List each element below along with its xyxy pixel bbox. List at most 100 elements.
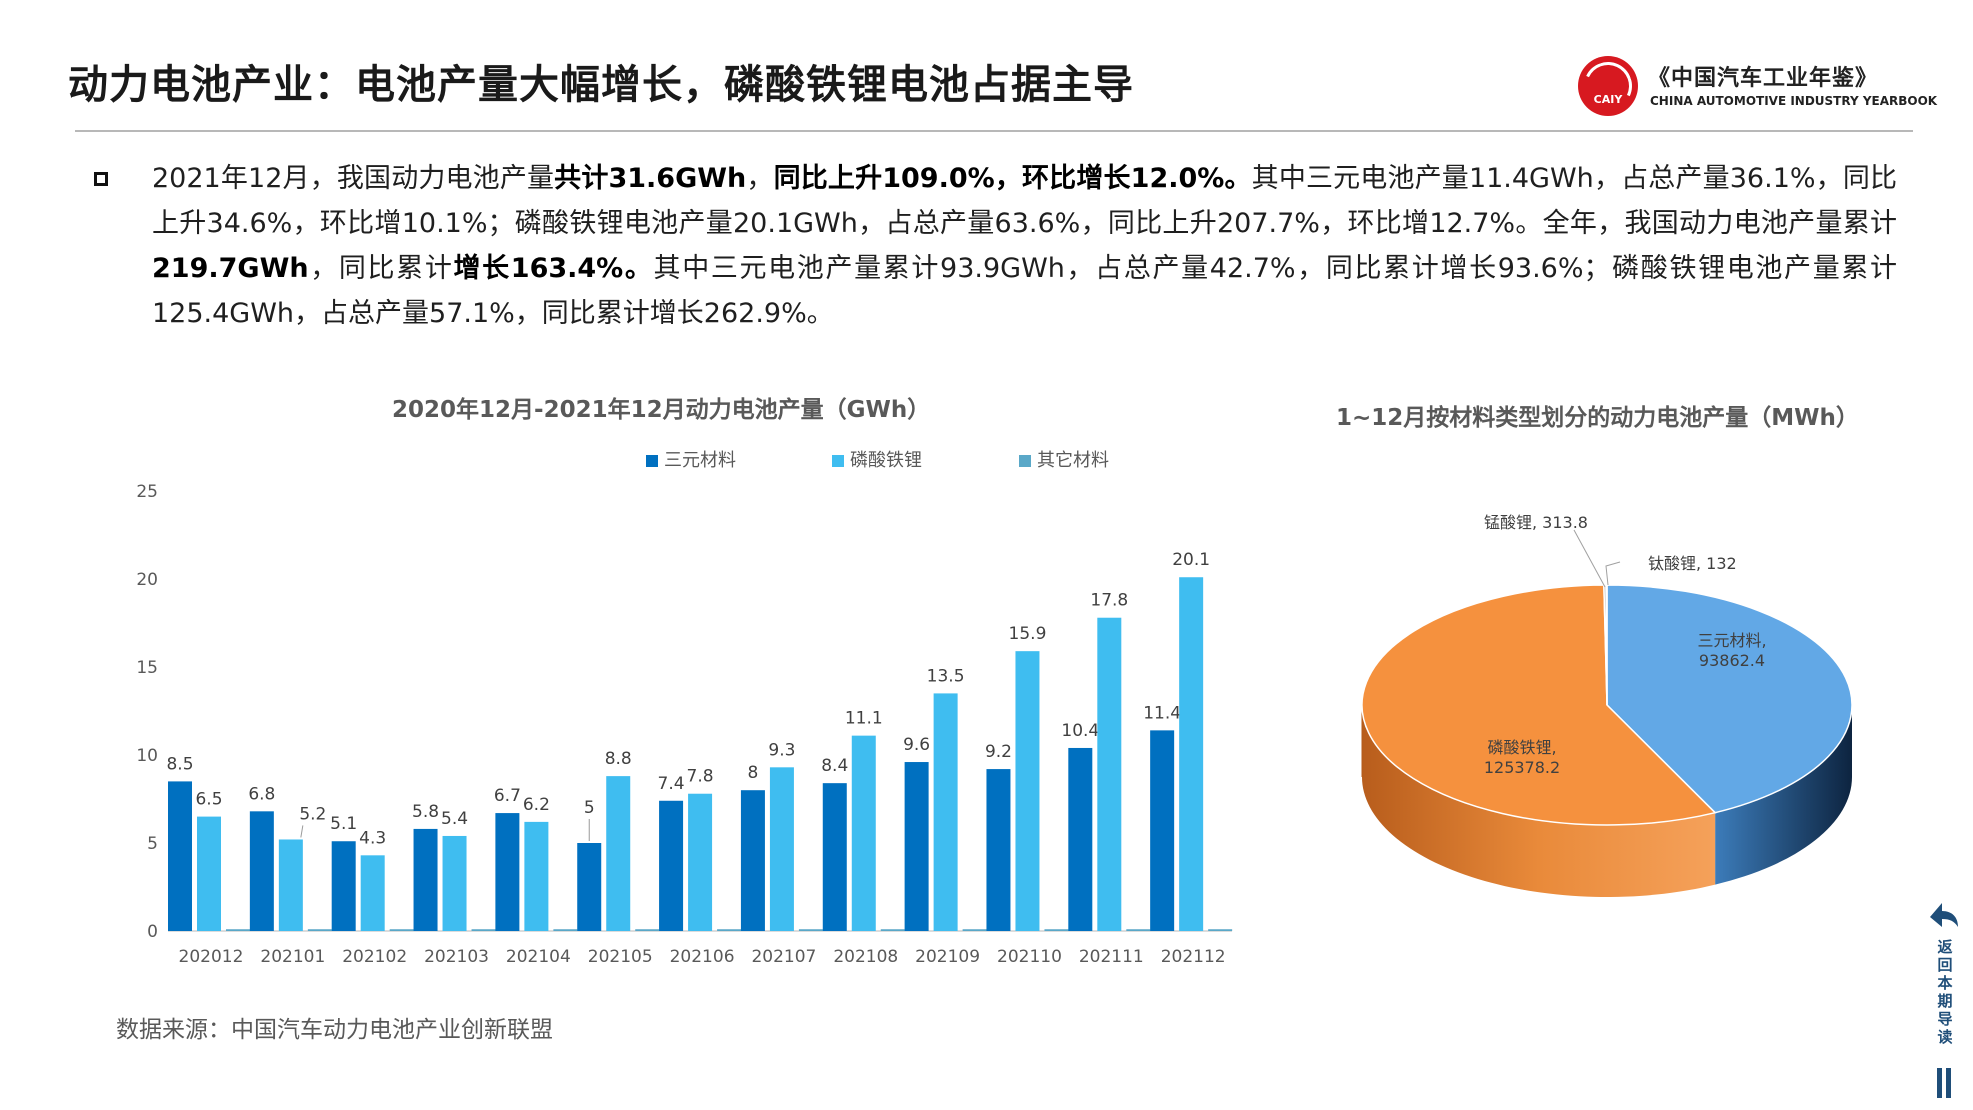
pie-label-lfp: 磷酸铁锂, xyxy=(1487,738,1556,757)
caiy-logo-icon xyxy=(1577,55,1639,117)
bar-ternary xyxy=(168,781,192,931)
y-tick-label: 5 xyxy=(147,834,158,854)
bar-chart-title: 2020年12月-2021年12月动力电池产量（GWh） xyxy=(392,397,931,423)
legend-swatch-lfp xyxy=(832,455,844,467)
x-tick-label: 202112 xyxy=(1161,947,1226,967)
bar-ternary xyxy=(577,843,602,931)
bar-data-label: 11.4 xyxy=(1143,703,1181,723)
bar-data-label: 7.8 xyxy=(687,767,714,787)
bar-data-label: 6.2 xyxy=(523,795,550,815)
summary-paragraph: 2021年12月，我国动力电池产量共计31.6GWh，同比上升109.0%，环比… xyxy=(152,156,1897,336)
bar-data-label: 5.1 xyxy=(330,814,357,834)
bar-other xyxy=(553,929,578,931)
bar-lfp xyxy=(688,793,713,931)
bar-ternary xyxy=(495,813,520,931)
bar-data-label: 8.4 xyxy=(821,756,848,776)
bar-lfp xyxy=(769,767,794,931)
bar-data-label: 20.1 xyxy=(1172,550,1210,570)
bar-lfp xyxy=(851,735,876,931)
bar-other xyxy=(962,929,987,931)
bar-data-label: 6.7 xyxy=(494,786,521,806)
bar-data-label: 6.5 xyxy=(195,790,222,810)
back-to-contents-label[interactable]: 返回本期导读 xyxy=(1937,938,1953,1046)
x-tick-label: 202103 xyxy=(424,947,489,967)
bar-ternary xyxy=(986,769,1011,931)
pie-chart-title: 1~12月按材料类型划分的动力电池产量（MWh） xyxy=(1336,405,1859,431)
bar-lfp xyxy=(442,835,467,931)
bar-data-label: 7.4 xyxy=(658,774,685,794)
bar-data-label: 13.5 xyxy=(927,666,965,686)
para-text-3: 其中三元电池产量11.4GWh，占总产量36.1%，同比上升34.6%，环比增1… xyxy=(152,163,1898,239)
bar-data-label: 5.2 xyxy=(299,804,326,824)
x-tick-label: 202102 xyxy=(342,947,407,967)
bar-lfp xyxy=(1097,617,1122,931)
bar-data-label: 9.2 xyxy=(985,742,1012,762)
logo-mark: CAIY xyxy=(1593,93,1623,106)
x-tick-label: 202107 xyxy=(751,947,816,967)
bar-data-label: 4.3 xyxy=(359,828,386,848)
bar-data-label: 11.1 xyxy=(845,709,883,729)
bar-data-label: 5.4 xyxy=(441,809,468,829)
x-tick-label: 202012 xyxy=(179,947,244,967)
bar-ternary xyxy=(249,811,274,931)
x-tick-label: 202110 xyxy=(997,947,1062,967)
legend-label-lfp: 磷酸铁锂 xyxy=(850,450,922,471)
legend-swatch-ternary xyxy=(646,455,658,467)
pie-value-ternary: 93862.4 xyxy=(1699,651,1765,670)
pie-slice-lfp xyxy=(1361,584,1717,826)
bar-data-label: 5.8 xyxy=(412,802,439,822)
y-tick-label: 0 xyxy=(147,922,158,942)
bar-ternary xyxy=(822,783,847,931)
bar-ternary xyxy=(659,800,684,931)
bar-other xyxy=(389,929,414,931)
bar-ternary xyxy=(1150,730,1175,931)
pie-slice-side-lfp xyxy=(1362,705,1716,897)
back-to-contents-nav[interactable] xyxy=(1924,893,1964,937)
legend-label-ternary: 三元材料 xyxy=(664,450,736,471)
bar-data-label: 17.8 xyxy=(1090,591,1128,611)
bar-data-label: 9.3 xyxy=(768,740,795,760)
bar-other xyxy=(717,929,742,931)
bar-ternary xyxy=(740,790,765,931)
pie-slice-side-ternary xyxy=(1715,705,1852,885)
para-text-2: ， xyxy=(746,163,774,194)
y-tick-label: 25 xyxy=(136,482,158,502)
bar-ternary xyxy=(331,841,356,931)
bar-lfp xyxy=(524,821,549,931)
bar-lfp xyxy=(197,816,221,931)
y-tick-label: 15 xyxy=(136,658,158,678)
para-bold-1: 共计31.6GWh xyxy=(554,163,747,194)
page-title: 动力电池产业：电池产量大幅增长，磷酸铁锂电池占据主导 xyxy=(68,62,1134,108)
para-bold-2: 同比上升109.0%，环比增长12.0%。 xyxy=(773,163,1252,194)
para-text-4: ，同比累计 xyxy=(308,253,454,284)
bar-lfp xyxy=(1179,577,1204,931)
para-text-1: 2021年12月，我国动力电池产量 xyxy=(152,163,555,194)
legend-swatch-other xyxy=(1019,455,1031,467)
x-tick-label: 202101 xyxy=(260,947,325,967)
bar-data-label: 10.4 xyxy=(1061,721,1099,741)
pie-slice-ternary xyxy=(1606,584,1853,814)
y-tick-label: 20 xyxy=(136,570,158,590)
bullet-square-icon xyxy=(94,172,108,186)
bar-other xyxy=(1208,929,1233,931)
para-bold-4: 增长163.4%。 xyxy=(453,253,654,284)
logo-chinese-name: 《中国汽车工业年鉴》 xyxy=(1648,66,1879,91)
bar-other xyxy=(880,929,905,931)
bar-other xyxy=(226,929,250,931)
bar-other xyxy=(307,929,332,931)
x-tick-label: 202106 xyxy=(670,947,735,967)
data-source: 数据来源：中国汽车动力电池产业创新联盟 xyxy=(116,1017,553,1043)
legend-item-lfp: 磷酸铁锂 xyxy=(832,446,922,472)
para-text-5: 其中三元电池产量累计93.9GWh，占总产量42.7%，同比累计增长93.6%；… xyxy=(152,253,1897,329)
x-tick-label: 202105 xyxy=(588,947,653,967)
bar-data-label: 6.8 xyxy=(248,784,275,804)
bar-other xyxy=(635,929,660,931)
logo-english-name: CHINA AUTOMOTIVE INDUSTRY YEARBOOK xyxy=(1650,94,1938,108)
back-arrow-icon[interactable] xyxy=(1924,893,1964,933)
pie-value-lfp: 125378.2 xyxy=(1484,758,1560,777)
x-tick-label: 202104 xyxy=(506,947,571,967)
bar-other xyxy=(798,929,823,931)
bar-ternary xyxy=(904,762,929,931)
pie-label-lto: 钛酸锂, 132 xyxy=(1648,554,1737,573)
